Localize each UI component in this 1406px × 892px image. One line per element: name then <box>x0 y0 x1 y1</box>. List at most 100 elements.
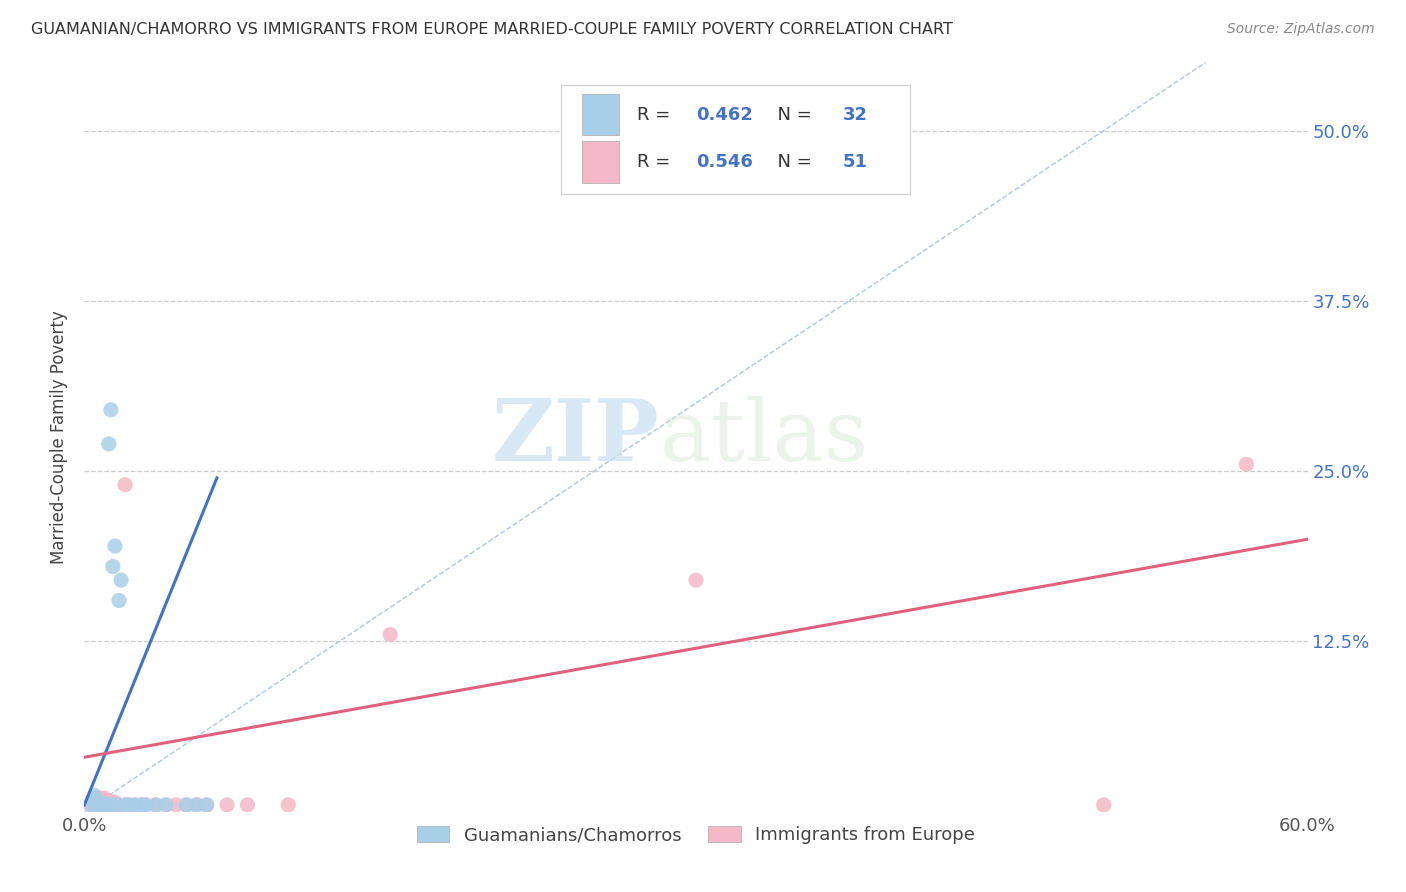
Point <box>101 559 124 574</box>
Point <box>380 627 402 641</box>
Point <box>91 795 114 809</box>
Text: 32: 32 <box>842 106 868 124</box>
Point <box>79 797 101 812</box>
Point <box>93 799 115 814</box>
Point <box>186 797 208 812</box>
Point <box>104 799 127 814</box>
Text: ZIP: ZIP <box>492 395 659 479</box>
Point <box>101 795 124 809</box>
Point <box>145 797 167 812</box>
Point <box>100 799 122 814</box>
Point <box>83 799 105 814</box>
Point <box>82 797 104 812</box>
Point <box>195 797 218 812</box>
Point <box>155 797 177 812</box>
Text: N =: N = <box>766 153 817 171</box>
Text: 51: 51 <box>842 153 868 171</box>
Point <box>90 799 112 814</box>
Point <box>118 797 141 812</box>
Text: 0.546: 0.546 <box>696 153 752 171</box>
Point <box>86 795 108 809</box>
Point <box>131 797 153 812</box>
Point <box>1236 458 1258 472</box>
Point <box>114 797 136 812</box>
Point <box>82 792 104 806</box>
Point <box>86 799 108 814</box>
Point <box>131 797 153 812</box>
Point <box>114 477 136 491</box>
Text: 0.462: 0.462 <box>696 106 752 124</box>
Point <box>124 797 146 812</box>
Point <box>110 573 132 587</box>
Text: GUAMANIAN/CHAMORRO VS IMMIGRANTS FROM EUROPE MARRIED-COUPLE FAMILY POVERTY CORRE: GUAMANIAN/CHAMORRO VS IMMIGRANTS FROM EU… <box>31 22 953 37</box>
Text: N =: N = <box>766 106 817 124</box>
Point <box>135 797 157 812</box>
Point <box>1092 797 1115 812</box>
Point <box>96 799 118 814</box>
Point <box>87 799 110 814</box>
Point <box>93 791 115 805</box>
Point <box>104 539 127 553</box>
Point <box>108 593 131 607</box>
Point <box>83 789 105 803</box>
FancyBboxPatch shape <box>582 142 619 183</box>
Point <box>174 797 197 812</box>
Point <box>97 795 120 809</box>
Point <box>100 797 122 812</box>
Text: Source: ZipAtlas.com: Source: ZipAtlas.com <box>1227 22 1375 37</box>
Point <box>82 799 104 814</box>
Point <box>87 799 110 814</box>
Point <box>104 795 127 809</box>
Point <box>124 797 146 812</box>
Point <box>86 799 108 814</box>
Point <box>236 797 259 812</box>
Legend: Guamanians/Chamorros, Immigrants from Europe: Guamanians/Chamorros, Immigrants from Eu… <box>409 819 983 851</box>
Point <box>97 799 120 814</box>
Point <box>105 799 128 814</box>
Point <box>217 797 239 812</box>
Point <box>91 799 114 814</box>
Point <box>277 797 299 812</box>
Point <box>114 797 136 812</box>
Point <box>105 797 128 812</box>
Point <box>91 799 114 814</box>
Point <box>86 794 108 808</box>
Point <box>87 797 110 812</box>
Point <box>100 795 122 809</box>
Point <box>155 797 177 812</box>
Point <box>93 797 115 811</box>
Point <box>186 797 208 812</box>
Point <box>135 797 157 812</box>
FancyBboxPatch shape <box>561 85 910 194</box>
Point <box>101 799 124 814</box>
Text: R =: R = <box>637 153 676 171</box>
Point <box>110 799 132 814</box>
Point <box>685 573 707 587</box>
Point <box>90 797 112 811</box>
Point <box>90 799 112 814</box>
Point <box>83 791 105 805</box>
Point <box>100 402 122 417</box>
Point <box>90 795 112 809</box>
FancyBboxPatch shape <box>582 95 619 136</box>
Point <box>90 791 112 805</box>
Point <box>87 795 110 809</box>
Point <box>174 797 197 812</box>
Point <box>83 795 105 809</box>
Point <box>195 797 218 812</box>
Point <box>165 797 187 812</box>
Point <box>87 791 110 805</box>
Y-axis label: Married-Couple Family Poverty: Married-Couple Family Poverty <box>51 310 69 564</box>
Point <box>83 794 105 808</box>
Text: R =: R = <box>637 106 676 124</box>
Text: atlas: atlas <box>659 395 869 479</box>
Point <box>97 437 120 451</box>
Point <box>118 797 141 812</box>
Point <box>108 799 131 814</box>
Point <box>91 797 114 812</box>
Point <box>93 795 115 809</box>
Point <box>145 797 167 812</box>
Point <box>96 799 118 814</box>
Point <box>96 795 118 809</box>
Point <box>93 799 115 814</box>
